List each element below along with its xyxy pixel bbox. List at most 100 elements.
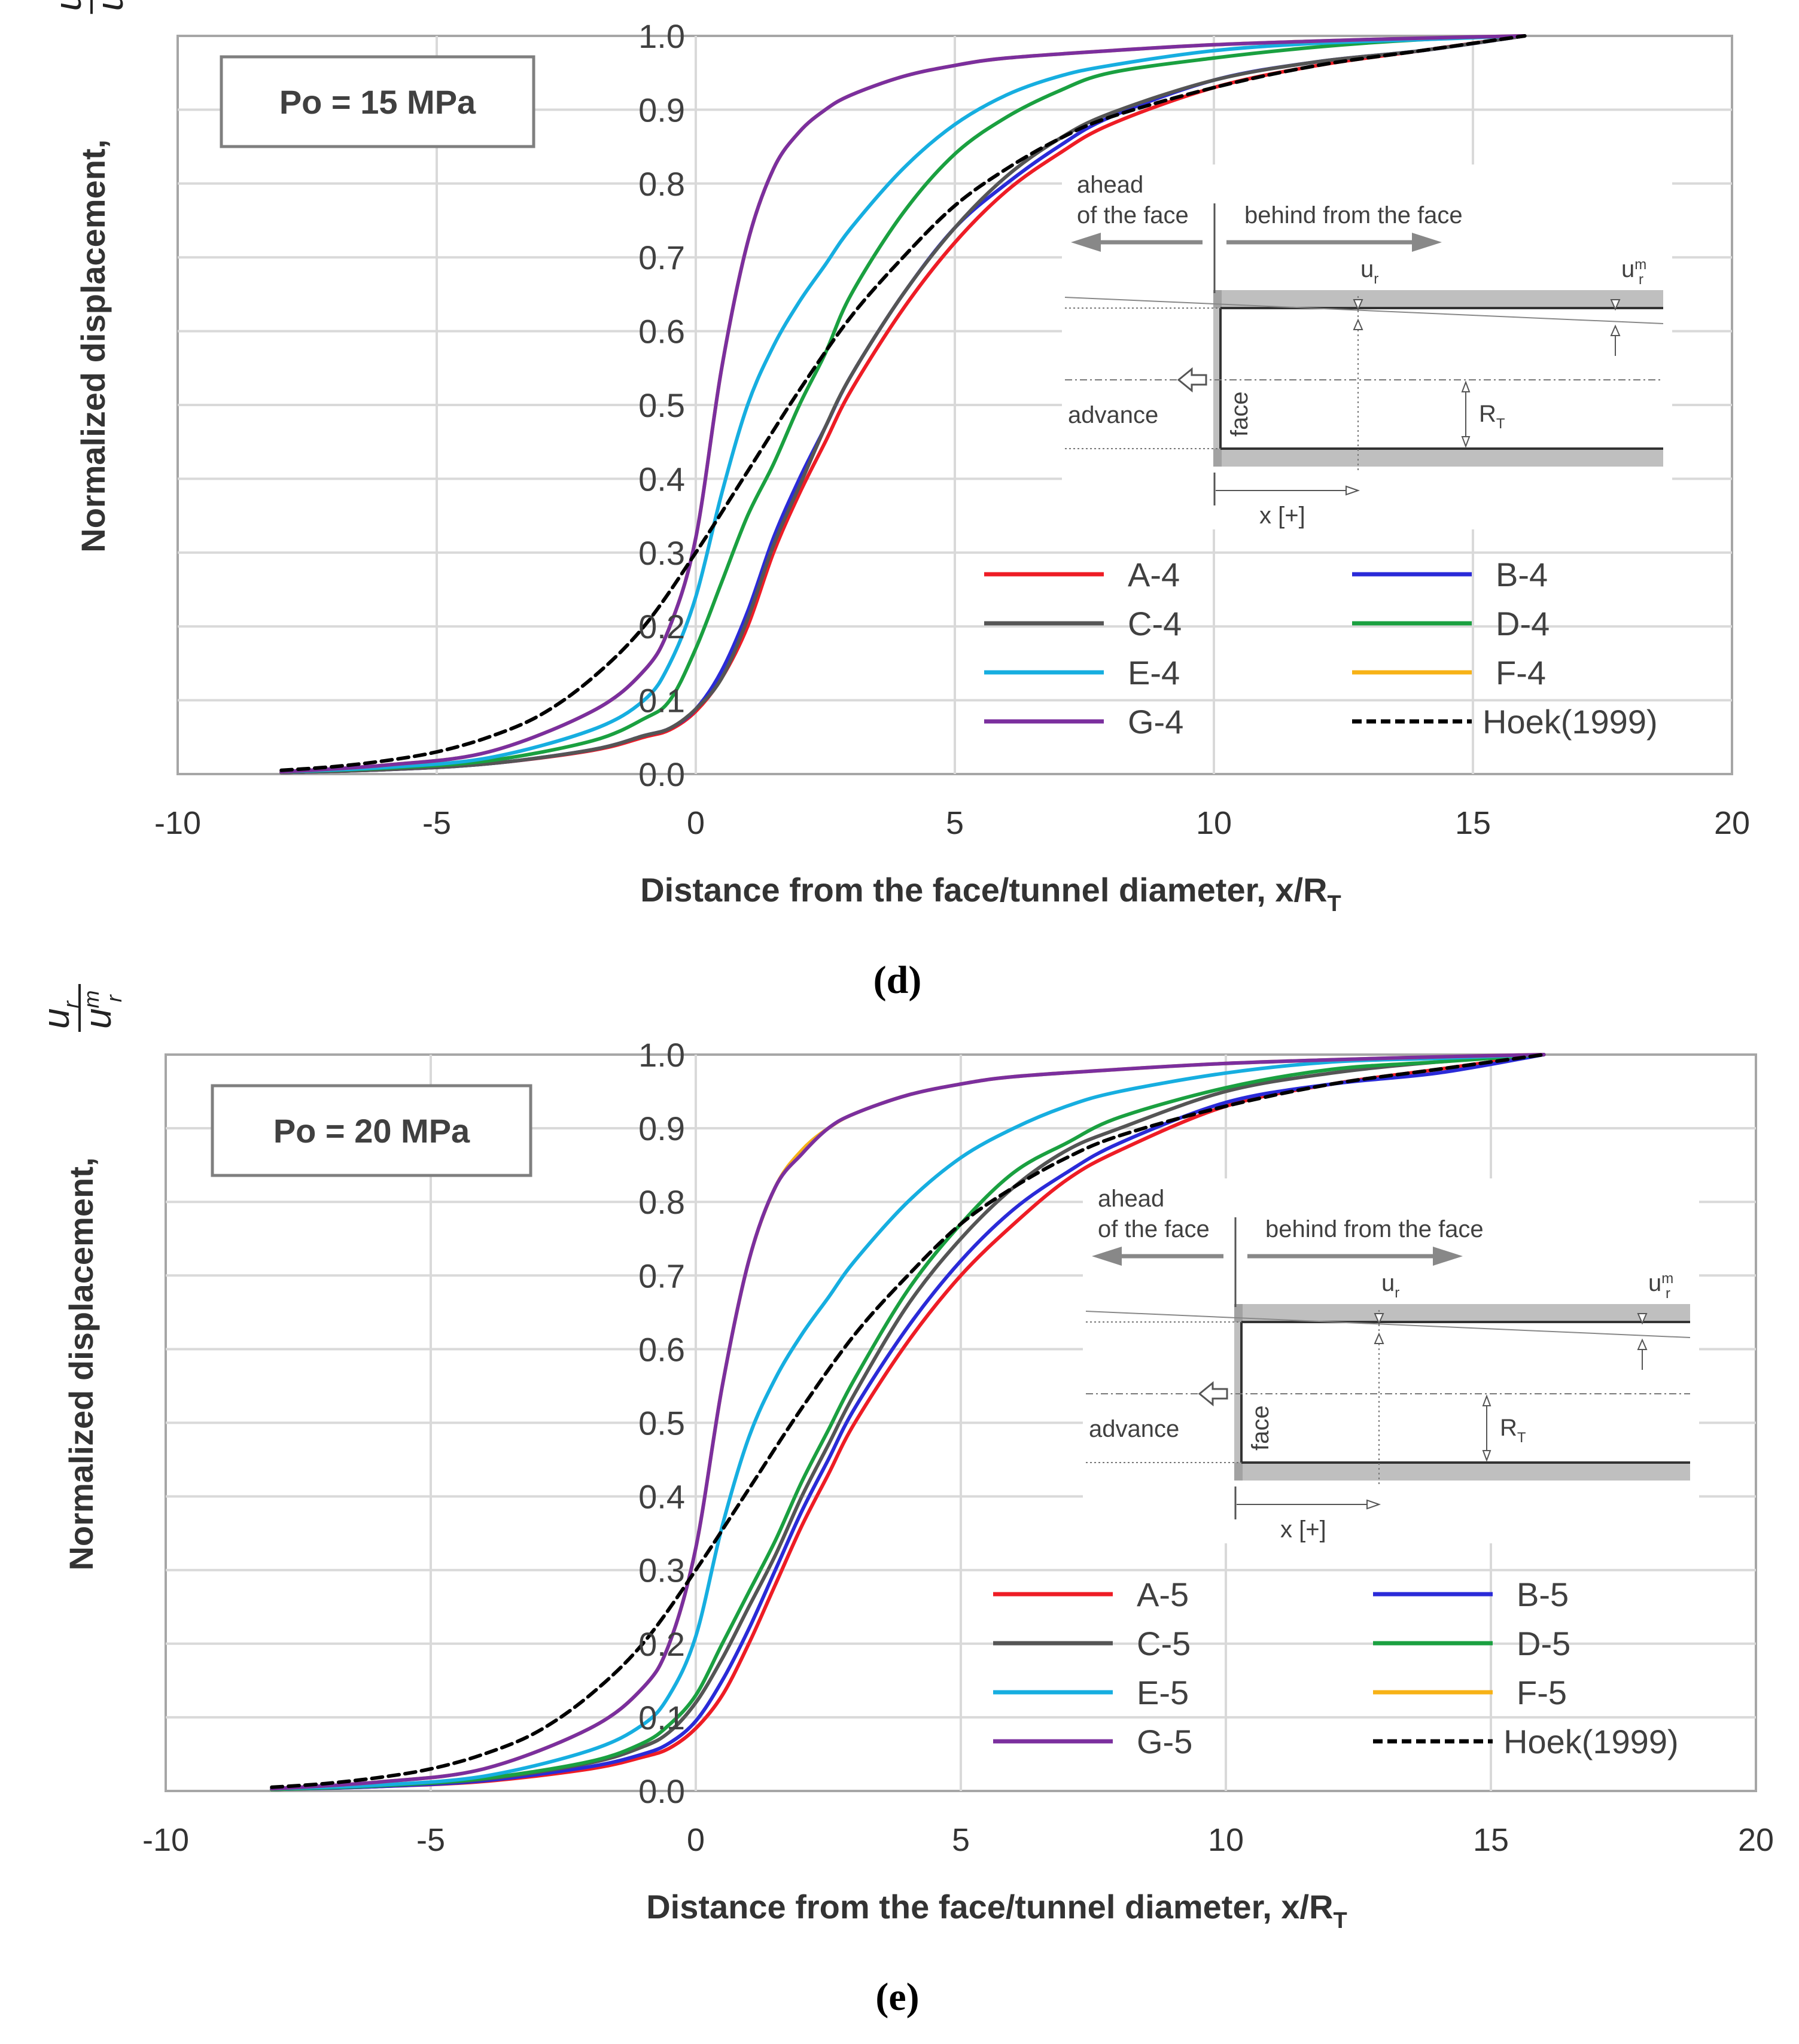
legend-label: B-4 [1496,556,1548,593]
y-tick-label: 0.7 [638,1257,685,1294]
inset-x-label: x [+] [1280,1516,1326,1543]
y-axis-title-text: Normalized displacement, [62,1157,100,1571]
inset-of-face-label: of the face [1077,202,1189,229]
inset-ur-label: ur [1381,1270,1399,1301]
advance-arrow-icon [1177,367,1207,393]
y-tick-label: 0.9 [638,91,685,129]
x-tick-label: -10 [154,805,201,841]
x-tick-label: -5 [416,1822,445,1858]
y-tick-label: 0.1 [638,682,685,720]
inset-ahead-label: ahead [1077,172,1143,198]
series-line-e-4 [279,34,1527,774]
inset-behind-label: behind from the face [1244,202,1463,229]
ur-arrow-up [1353,318,1363,330]
ur-arrow-down [1374,1313,1384,1325]
series-line-hoek-1999- [270,1053,1546,1789]
x-arrow [1366,1499,1381,1510]
ur-arrow-up [1374,1332,1384,1344]
series-line-hoek-1999- [279,34,1527,772]
series-group [279,34,1527,775]
inset-face-label: face [1247,1405,1274,1451]
rt-arrow-bottom [1461,436,1471,448]
y-tick-label: 0.8 [638,165,685,203]
inset-urm-label: um r [1621,256,1646,288]
legend-label: C-5 [1137,1625,1191,1662]
series-line-g-5 [270,1053,1546,1791]
advance-arrow-icon [1198,1381,1228,1407]
inset-advance-label: advance [1089,1416,1179,1442]
series-line-g-4 [279,34,1527,774]
inset-rt-label: RT [1500,1415,1526,1446]
arrow-ahead-head [1071,233,1101,252]
pressure-box [211,1084,532,1177]
rt-arrow-bottom [1482,1450,1491,1462]
x-axis-title: Distance from the face/tunnel diameter, … [640,871,1341,916]
y-tick-label: 0.3 [638,1552,685,1589]
legend: A-5 B-5 C-5 D-5 E-5 F-5 G-5 Hoek(1999) [993,1576,1679,1760]
rock-top [1213,290,1663,308]
x-tick-label: 5 [952,1822,970,1858]
legend-label: C-4 [1128,605,1182,642]
y-tick-label: 0.8 [638,1183,685,1221]
series-line-e-5 [270,1053,1546,1791]
pressure-box [220,55,535,148]
legend-label: A-5 [1137,1576,1189,1613]
legend-label: F-5 [1517,1674,1567,1711]
y-tick-label: 0.3 [638,534,685,572]
x-tick-label: 15 [1473,1822,1509,1858]
arrow-behind-head [1412,233,1442,252]
legend-label: Hoek(1999) [1483,703,1658,741]
deformed-profile [1085,1311,1691,1338]
series-group [270,1053,1546,1792]
chart-panel-2: Po = 20 MPa ahead of the face behind from t… [36,984,1774,2019]
inset-rt-label: RT [1479,401,1505,432]
y-tick-label: 0.4 [638,460,685,498]
y-tick-label: 1.0 [638,17,685,55]
rock-bottom [1234,1463,1690,1481]
x-axis-title: Distance from the face/tunnel diameter, … [646,1888,1347,1933]
x-tick-label: 0 [687,805,705,841]
deformed-profile [1064,297,1664,324]
y-tick-label: 0.5 [638,1405,685,1442]
y-tick-label: 0.1 [638,1699,685,1737]
inset-ur-label: ur [1360,256,1378,287]
fraction-denominator: umr [78,991,126,1029]
legend-label: E-4 [1128,654,1180,692]
chart-panel-1: Po = 15 MPa ahead of the face behind from t… [48,0,1750,1002]
arrow-behind-head [1433,1247,1463,1266]
pressure-label: Po = 15 MPa [279,83,476,121]
rt-arrow-top [1461,380,1471,392]
y-tick-label: 1.0 [638,1036,685,1074]
tunnel-schematic-inset: ahead of the face behind from the face ur um… [1083,1178,1699,1543]
inset-background [1062,165,1672,529]
urm-arrow-up [1637,1338,1648,1350]
inset-advance-label: advance [1068,402,1158,428]
x-tick-label: 5 [946,805,964,841]
y-tick-label: 0.0 [638,756,685,793]
legend-label: F-4 [1496,654,1546,692]
urm-arrow-down [1610,299,1621,311]
rock-top [1234,1304,1690,1322]
legend-label: E-5 [1137,1674,1189,1711]
x-tick-label: 0 [687,1822,705,1858]
legend: A-4 B-4 C-4 D-4 E-4 F-4 G-4 Hoek(1999) [984,556,1658,741]
inset-behind-label: behind from the face [1265,1216,1484,1242]
panel-caption: (e) [875,1975,919,2019]
inset-of-face-label: of the face [1098,1216,1210,1242]
urm-arrow-down [1637,1313,1648,1325]
x-tick-label: -5 [422,805,451,841]
legend-label: D-4 [1496,605,1550,642]
series-line-c-4 [279,34,1527,775]
x-tick-label: 20 [1738,1822,1774,1858]
x-tick-label: 10 [1196,805,1232,841]
tunnel-schematic-inset: ahead of the face behind from the face ur um… [1062,165,1672,529]
rt-arrow-top [1482,1394,1491,1406]
legend-label: Hoek(1999) [1503,1723,1679,1760]
ur-arrow-down [1353,299,1363,311]
legend-label: G-4 [1128,703,1183,741]
y-tick-label: 0.5 [638,386,685,424]
